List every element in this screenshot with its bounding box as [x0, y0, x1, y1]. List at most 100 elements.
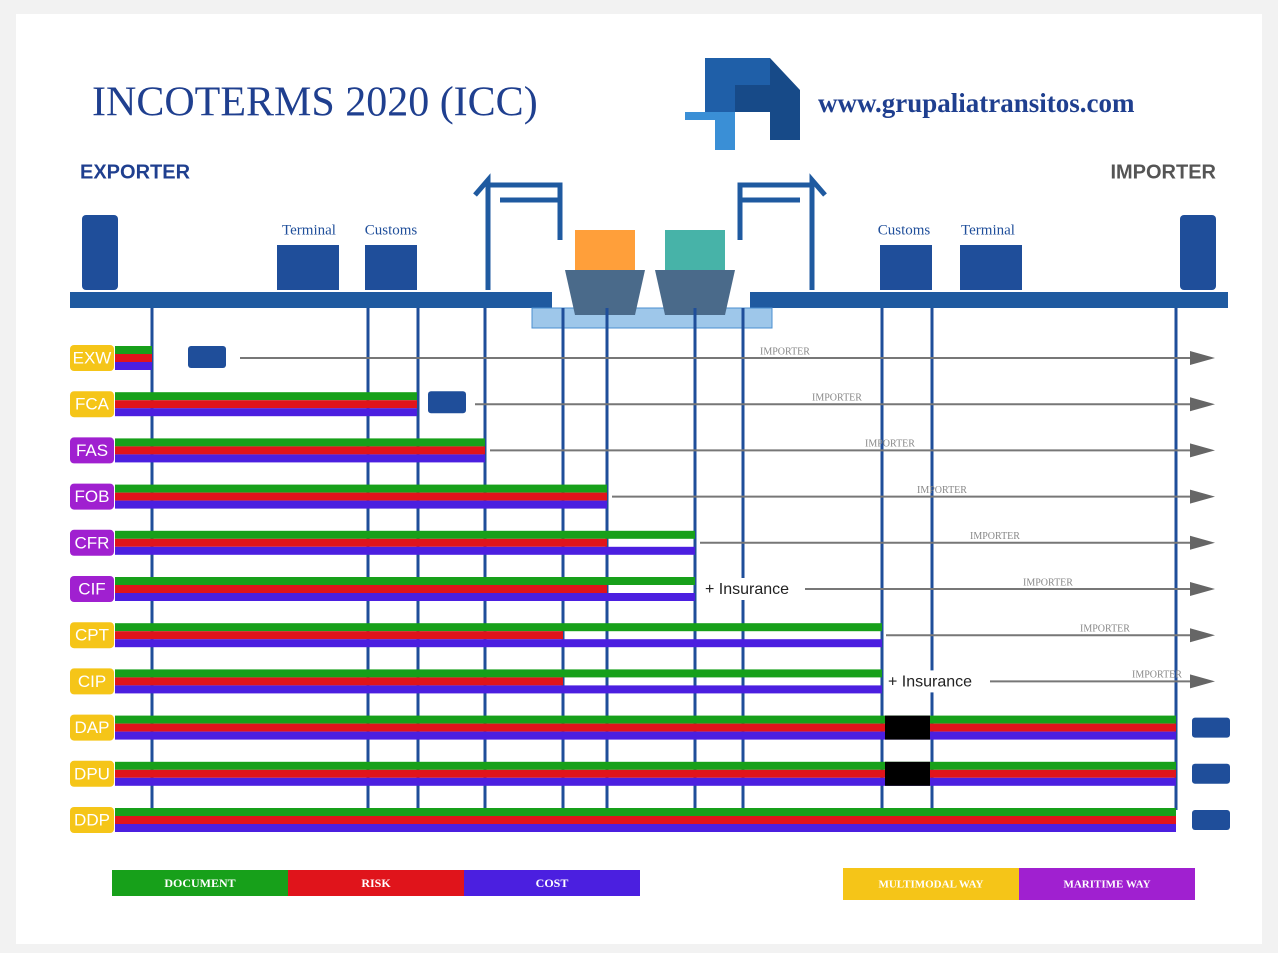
- document-bar: [115, 808, 1176, 816]
- term-code: DDP: [74, 810, 110, 829]
- cost-bar: [115, 454, 485, 463]
- importer-label: IMPORTER: [917, 485, 967, 496]
- truck: [428, 391, 466, 414]
- document-bar: [563, 623, 882, 632]
- term-code: DAP: [75, 718, 110, 737]
- cost-bar: [115, 362, 152, 370]
- term-badge: [70, 345, 114, 371]
- document-bar: [607, 577, 695, 585]
- arrow-head: [1190, 443, 1215, 458]
- cost-bar: [115, 500, 607, 509]
- flow-legend: [464, 870, 640, 896]
- customs-block: [885, 715, 930, 740]
- risk-bar: [115, 585, 607, 593]
- cost-bar: [115, 777, 1176, 786]
- flow-legend-label: RISK: [361, 876, 391, 890]
- document-bar: [115, 715, 1176, 724]
- cost-bar: [115, 408, 417, 417]
- document-bar: [115, 392, 417, 401]
- arrow-head: [1190, 674, 1215, 689]
- term-badge: [70, 529, 114, 556]
- truck: [1192, 810, 1230, 830]
- term-badge: [70, 714, 114, 741]
- importer-label: IMPORTER: [970, 531, 1020, 542]
- mode-legend: [1019, 868, 1195, 900]
- document-bar: [115, 761, 1176, 770]
- mode-legend: [843, 868, 1019, 900]
- term-badge: [70, 668, 114, 695]
- term-code: CPT: [75, 626, 109, 645]
- risk-bar: [115, 492, 607, 501]
- importer-label: IMPORTER: [812, 392, 862, 403]
- buildings: [82, 215, 1216, 290]
- cost-bar: [563, 639, 882, 648]
- arrow-head: [1190, 582, 1215, 596]
- truck: [188, 346, 226, 368]
- location-label: Customs: [365, 222, 418, 238]
- document-bar: [563, 669, 882, 678]
- document-bar: [607, 530, 695, 539]
- website: www.grupaliatransitos.com: [818, 88, 1135, 118]
- term-code: DPU: [74, 764, 110, 783]
- exporter-label: EXPORTER: [80, 161, 191, 183]
- arrow-head: [1190, 535, 1215, 550]
- term-badge: [70, 807, 114, 833]
- term-code: EXW: [73, 348, 112, 367]
- arrow-head: [1190, 489, 1215, 504]
- document-bar: [115, 346, 152, 354]
- importer-label: IMPORTER: [865, 439, 915, 450]
- location-label: Customs: [878, 222, 931, 238]
- cost-bar: [115, 593, 607, 601]
- mode-legend-label: MARITIME WAY: [1063, 879, 1150, 891]
- importer-label: IMPORTER: [1023, 577, 1073, 588]
- truck: [1192, 763, 1230, 784]
- title: INCOTERMS 2020 (ICC): [92, 80, 538, 126]
- risk-bar: [115, 400, 417, 409]
- cranes: [473, 173, 827, 290]
- document-bar: [115, 623, 563, 632]
- arrow-head: [1190, 397, 1215, 412]
- cost-bar: [115, 731, 1176, 740]
- risk-bar: [115, 723, 1176, 732]
- importer-label: IMPORTER: [760, 346, 810, 357]
- note-bg: [703, 578, 798, 600]
- term-code: FCA: [75, 395, 110, 414]
- risk-bar: [115, 354, 152, 362]
- risk-bar: [115, 631, 563, 640]
- document-bar: [115, 438, 485, 447]
- risk-bar: [115, 816, 1176, 824]
- flow-legend: [112, 870, 288, 896]
- cost-bar: [115, 546, 607, 555]
- document-bar: [115, 484, 607, 493]
- insurance-note: + Insurance: [705, 581, 789, 598]
- arrow-head: [1190, 351, 1215, 365]
- cost-bar: [115, 639, 563, 648]
- importer-label: IMPORTER: [1132, 670, 1182, 681]
- logo: [685, 58, 800, 150]
- risk-bar: [115, 538, 607, 547]
- term-code: FOB: [75, 487, 110, 506]
- water: [531, 307, 773, 329]
- risk-bar: [115, 769, 1176, 778]
- cost-bar: [115, 685, 563, 694]
- risk-bar: [115, 446, 485, 455]
- term-badge: [70, 483, 114, 510]
- arrow-head: [1190, 628, 1215, 643]
- flow-legend-label: DOCUMENT: [164, 876, 235, 890]
- risk-bar: [115, 677, 563, 686]
- cost-bar: [607, 593, 695, 601]
- term-badge: [70, 437, 114, 464]
- ships: [565, 230, 735, 315]
- cost-bar: [563, 685, 882, 694]
- document-bar: [115, 669, 563, 678]
- term-code: FAS: [76, 441, 108, 460]
- importer-label: IMPORTER: [1080, 623, 1130, 634]
- term-badge: [70, 576, 114, 602]
- cost-bar: [607, 546, 695, 555]
- term-code: CFR: [75, 533, 110, 552]
- truck: [1192, 717, 1230, 738]
- flow-legend: [288, 870, 464, 896]
- term-code: CIF: [78, 579, 105, 598]
- document-bar: [115, 530, 607, 539]
